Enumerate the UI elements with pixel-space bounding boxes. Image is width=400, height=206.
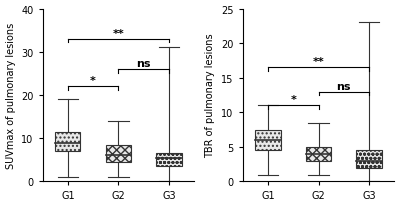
FancyBboxPatch shape [55, 132, 80, 151]
FancyBboxPatch shape [106, 145, 131, 162]
Text: **: ** [112, 29, 124, 39]
Text: *: * [290, 95, 296, 105]
FancyBboxPatch shape [156, 154, 182, 166]
Y-axis label: TBR of pulmonary lesions: TBR of pulmonary lesions [206, 34, 216, 158]
Text: ns: ns [336, 81, 351, 91]
Y-axis label: SUVmax of pulmonary lesions: SUVmax of pulmonary lesions [6, 23, 16, 168]
FancyBboxPatch shape [356, 151, 382, 168]
Text: **: ** [313, 57, 324, 67]
FancyBboxPatch shape [255, 130, 280, 151]
Text: ns: ns [136, 59, 151, 69]
Text: *: * [90, 76, 96, 86]
FancyBboxPatch shape [306, 147, 331, 161]
